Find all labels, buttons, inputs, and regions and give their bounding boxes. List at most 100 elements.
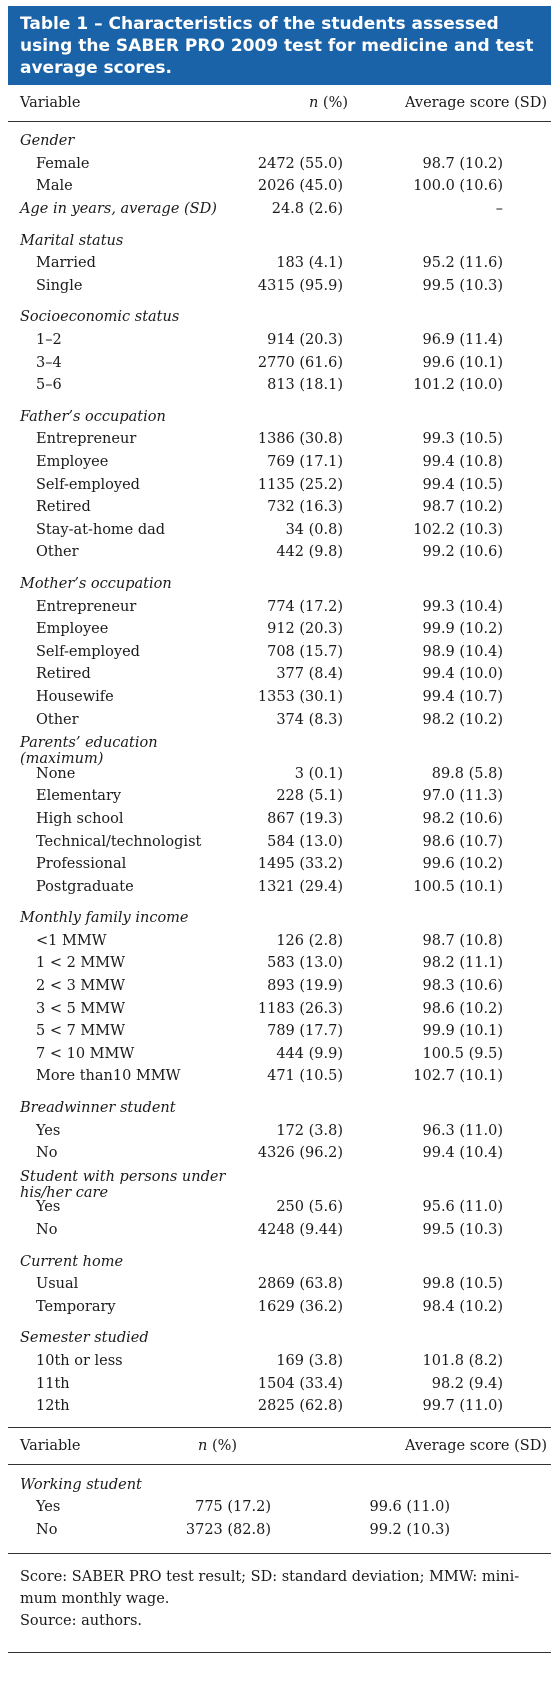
group-heading-label: Marital status — [20, 232, 124, 249]
table-row: Elementary 228 (5.1) 97.0 (11.3) — [8, 785, 551, 808]
table-row-n: 1183 (26.3) — [257, 1000, 343, 1017]
table-row-score: 98.7 (10.2) — [422, 155, 504, 172]
table-row-score: 99.5 (10.3) — [422, 1222, 504, 1239]
table-row: Single 4315 (95.9) 99.5 (10.3) — [8, 275, 551, 298]
group-spacer — [8, 220, 551, 229]
table-row-score: 98.7 (10.2) — [422, 499, 504, 516]
table-row-score: 99.4 (10.5) — [422, 476, 504, 493]
table-row-label: Married — [36, 255, 96, 272]
table-row-score: 98.9 (10.4) — [422, 643, 504, 660]
table-row-label: Retired — [36, 666, 91, 683]
table-row-n: 250 (5.6) — [276, 1199, 343, 1216]
notes-line-3: Source: authors. — [20, 1613, 142, 1630]
table-row-label: Temporary — [36, 1298, 116, 1315]
table-header: Variable n (%) Average score (SD) — [8, 85, 551, 122]
table-row-n: 732 (16.3) — [267, 499, 343, 516]
notes-line-2: mum monthly wage. — [20, 1591, 170, 1608]
table-row: Yes 250 (5.6) 95.6 (11.0) — [8, 1196, 551, 1219]
header2-pct: (%) — [207, 1438, 238, 1455]
table-row-n: 228 (5.1) — [276, 788, 343, 805]
header-variable: Variable — [20, 95, 81, 111]
header-n: n (%) — [258, 95, 348, 111]
table-row-n: 893 (19.9) — [267, 978, 343, 995]
table-row: Yes 775 (17.2) 99.6 (11.0) — [8, 1496, 551, 1519]
table-row-label: Self-employed — [36, 476, 140, 493]
table-row: No 4248 (9.44) 99.5 (10.3) — [8, 1219, 551, 1242]
group-spacer — [8, 397, 551, 406]
table-row-score: 97.0 (11.3) — [422, 788, 504, 805]
group-heading: Breadwinner student — [8, 1097, 551, 1120]
group-heading: Current home — [8, 1250, 551, 1273]
table-row: Employee 912 (20.3) 99.9 (10.2) — [8, 618, 551, 641]
group-heading: Marital status — [8, 229, 551, 252]
table-row-score: 95.6 (11.0) — [422, 1199, 504, 1216]
table-row: Self-employed 1135 (25.2) 99.4 (10.5) — [8, 473, 551, 496]
table-row-score: 99.5 (10.3) — [422, 277, 504, 294]
table-row: Male 2026 (45.0) 100.0 (10.6) — [8, 175, 551, 198]
table-row-label: Entrepreneur — [36, 431, 137, 448]
table-row-label: Elementary — [36, 788, 122, 805]
group-heading: Age in years, average (SD) 24.8 (2.6) – — [8, 198, 551, 221]
group-heading: Parents’ education (maximum) — [8, 735, 551, 767]
table-row-score: 99.6 (10.1) — [422, 354, 504, 371]
working-student-body: Working student Yes 775 (17.2) 99.6 (11.0) N… — [8, 1465, 551, 1541]
group-heading: Student with persons under his/her care — [8, 1169, 551, 1201]
table-row-score: 101.2 (10.0) — [413, 377, 503, 394]
table-row-n: 775 (17.2) — [195, 1499, 271, 1516]
table-row: Female 2472 (55.0) 98.7 (10.2) — [8, 153, 551, 176]
table-row-score: 99.4 (10.7) — [422, 688, 504, 705]
table-row-n: 34 (0.8) — [285, 521, 343, 538]
table-row-label: 5–6 — [36, 377, 62, 394]
table-row-n: 2869 (63.8) — [257, 1276, 343, 1293]
table-row-score: 99.3 (10.4) — [422, 598, 504, 615]
group-heading-label: Current home — [20, 1253, 124, 1270]
table-row-score: 99.4 (10.4) — [422, 1145, 504, 1162]
table-row-label: 10th or less — [36, 1352, 123, 1369]
table-notes: Score: SABER PRO test result; SD: standa… — [8, 1553, 551, 1642]
table-row-n: 1353 (30.1) — [257, 688, 343, 705]
table-row-n: 1629 (36.2) — [257, 1298, 343, 1315]
table-row-n: 172 (3.8) — [276, 1122, 343, 1139]
header-n-symbol: n — [308, 95, 319, 111]
table-row: Temporary 1629 (36.2) 98.4 (10.2) — [8, 1296, 551, 1319]
table-row-score: 102.7 (10.1) — [413, 1068, 503, 1085]
table-row: Entrepreneur 1386 (30.8) 99.3 (10.5) — [8, 428, 551, 451]
table-row-label: Employee — [36, 454, 109, 471]
table-row: Yes 172 (3.8) 96.3 (11.0) — [8, 1119, 551, 1142]
table-row: 5–6 813 (18.1) 101.2 (10.0) — [8, 374, 551, 397]
group-heading-label: Socioeconomic status — [20, 309, 180, 326]
table-row-label: None — [36, 765, 76, 782]
table-row-score: 99.8 (10.5) — [422, 1276, 504, 1293]
table-row: Other 442 (9.8) 99.2 (10.6) — [8, 541, 551, 564]
table-row-score: 96.9 (11.4) — [422, 332, 504, 349]
table-row-n: 1495 (33.2) — [257, 856, 343, 873]
table-row: 5 < 7 MMW 789 (17.7) 99.9 (10.1) — [8, 1020, 551, 1043]
table-row: Usual 2869 (63.8) 99.8 (10.5) — [8, 1273, 551, 1296]
table-row-score: 99.2 (10.3) — [369, 1521, 451, 1538]
table-row-n: 1321 (29.4) — [257, 878, 343, 895]
table-row-n: 2026 (45.0) — [257, 178, 343, 195]
table-row-score: 99.9 (10.1) — [422, 1023, 504, 1040]
table-row-label: Entrepreneur — [36, 598, 137, 615]
table-row-n: 867 (19.3) — [267, 810, 343, 827]
table-row: 7 < 10 MMW 444 (9.9) 100.5 (9.5) — [8, 1043, 551, 1066]
group-heading: Gender — [8, 130, 551, 153]
table-row: 3–4 2770 (61.6) 99.6 (10.1) — [8, 351, 551, 374]
table-row-n: 3723 (82.8) — [185, 1521, 271, 1538]
group-heading: Socioeconomic status — [8, 306, 551, 329]
group-heading-label: Monthly family income — [20, 910, 189, 927]
header2-n: n (%) — [198, 1438, 253, 1454]
table-row: Entrepreneur 774 (17.2) 99.3 (10.4) — [8, 595, 551, 618]
table-row-score: 100.5 (10.1) — [413, 878, 503, 895]
table-row-label: 1 < 2 MMW — [36, 955, 126, 972]
table-row-n: 377 (8.4) — [276, 666, 343, 683]
group-heading-label: Semester studied — [20, 1330, 149, 1347]
table-row-score: 99.3 (10.5) — [422, 431, 504, 448]
table-header-repeat: Variable n (%) Average score (SD) — [8, 1427, 551, 1466]
table-row-n: 2472 (55.0) — [257, 155, 343, 172]
table-row-score: 98.2 (10.2) — [422, 711, 504, 728]
table-row-label: Usual — [36, 1276, 79, 1293]
table-row: Professional 1495 (33.2) 99.6 (10.2) — [8, 853, 551, 876]
table-row: 3 < 5 MMW 1183 (26.3) 98.6 (10.2) — [8, 997, 551, 1020]
table-row-score: 98.6 (10.2) — [422, 1000, 504, 1017]
